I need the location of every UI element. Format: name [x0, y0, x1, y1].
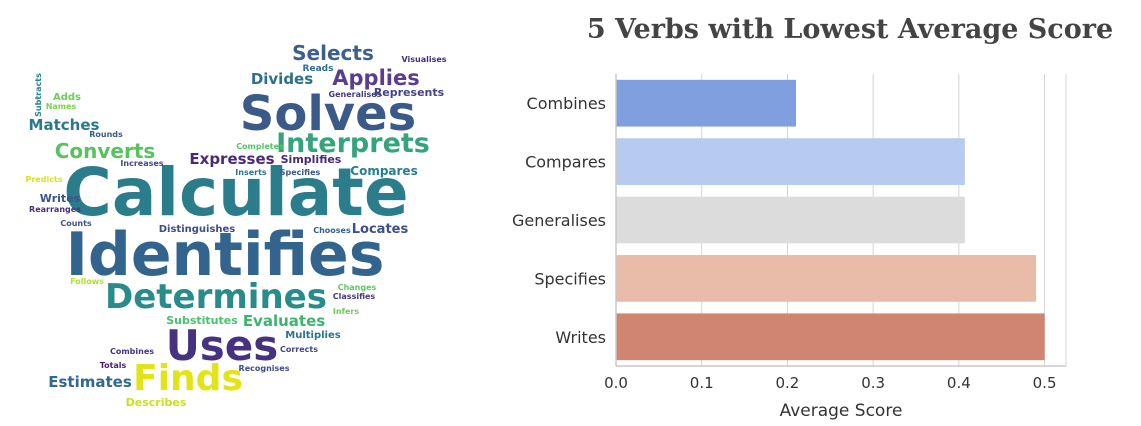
x-tick-label: 0.3 [861, 374, 885, 392]
y-tick-label: Compares [525, 153, 606, 172]
wc-word: Simplifies [281, 153, 342, 166]
wc-word: Generalises [329, 90, 382, 99]
wc-word: Uses [166, 321, 279, 370]
x-tick-label: 0.4 [947, 374, 971, 392]
x-tick-label: 0.5 [1033, 374, 1057, 392]
x-tick-label: 0.1 [690, 374, 714, 392]
wc-word: Adds [53, 92, 81, 103]
bar [616, 138, 965, 185]
x-tick-label: 0.0 [604, 374, 628, 392]
wc-word: Counts [60, 219, 92, 228]
bar [616, 79, 796, 127]
wc-word: Multiplies [285, 330, 341, 341]
word-cloud: Calculate Identifies Solves Determines I… [25, 41, 446, 409]
x-tick-label: 0.2 [775, 374, 799, 392]
wc-word: Converts [55, 139, 156, 163]
wc-word: Infers [333, 307, 360, 316]
bar-chart: 0.0 0.1 0.2 0.3 0.4 0.5 Combines Compares Genera… [512, 74, 1067, 421]
wc-word: Substitutes [166, 314, 238, 327]
wc-word: Predicts [25, 175, 62, 184]
wc-word: Changes [338, 283, 377, 292]
wc-word: Represents [374, 86, 445, 99]
wc-word: Rounds [89, 130, 123, 139]
wc-word: Describes [126, 396, 187, 409]
wc-word: Finds [133, 358, 243, 399]
wc-word: Distinguishes [159, 224, 236, 235]
y-tick-label: Specifies [534, 269, 606, 288]
wc-word: Increases [120, 159, 163, 168]
wc-word: Classifies [333, 292, 376, 301]
y-tick-label: Combines [527, 94, 606, 113]
bar [616, 196, 965, 244]
wc-word: Evaluates [243, 312, 325, 330]
wc-word: Rearranges [29, 205, 81, 214]
x-axis-label: Average Score [780, 401, 903, 421]
wc-word: Solves [240, 86, 416, 142]
wc-word: Specifies [280, 168, 321, 177]
wc-word: Divides [251, 70, 313, 88]
wc-word: Identifies [66, 220, 385, 290]
axes: 0.0 0.1 0.2 0.3 0.4 0.5 Combines Compares Genera… [512, 74, 1066, 392]
wc-word: Names [46, 102, 77, 111]
wc-word: Writes [40, 192, 81, 205]
wc-word: Interprets [276, 128, 430, 159]
wc-word: Matches [29, 116, 100, 134]
wc-word: Combines [110, 347, 154, 356]
wc-word: Compares [350, 164, 417, 178]
wc-word: Determines [105, 277, 327, 317]
wc-word: Calculate [63, 154, 408, 231]
wc-word: Chooses [313, 226, 351, 235]
wc-word: Follows [70, 277, 104, 286]
bar [616, 255, 1036, 302]
wc-word: Subtracts [34, 73, 43, 117]
wc-word: Applies [332, 66, 419, 90]
wc-word: Locates [352, 222, 409, 237]
wc-word: Corrects [280, 345, 318, 354]
y-tick-label: Writes [555, 328, 606, 347]
bars [616, 79, 1045, 361]
wc-word: Selects [292, 41, 374, 65]
wc-word: Expresses [189, 150, 274, 168]
wc-word: Estimates [48, 373, 132, 391]
wc-word: Reads [303, 64, 334, 74]
wc-word: Visualises [401, 55, 446, 64]
y-tick-label: Generalises [512, 211, 606, 230]
bar [616, 313, 1045, 361]
wc-word: Completes [236, 142, 284, 151]
wc-word: Totals [100, 361, 127, 370]
wc-word: Inserts [235, 168, 267, 177]
chart-title: 5 Verbs with Lowest Average Score [586, 14, 1114, 45]
wc-word: Recognises [239, 364, 290, 373]
